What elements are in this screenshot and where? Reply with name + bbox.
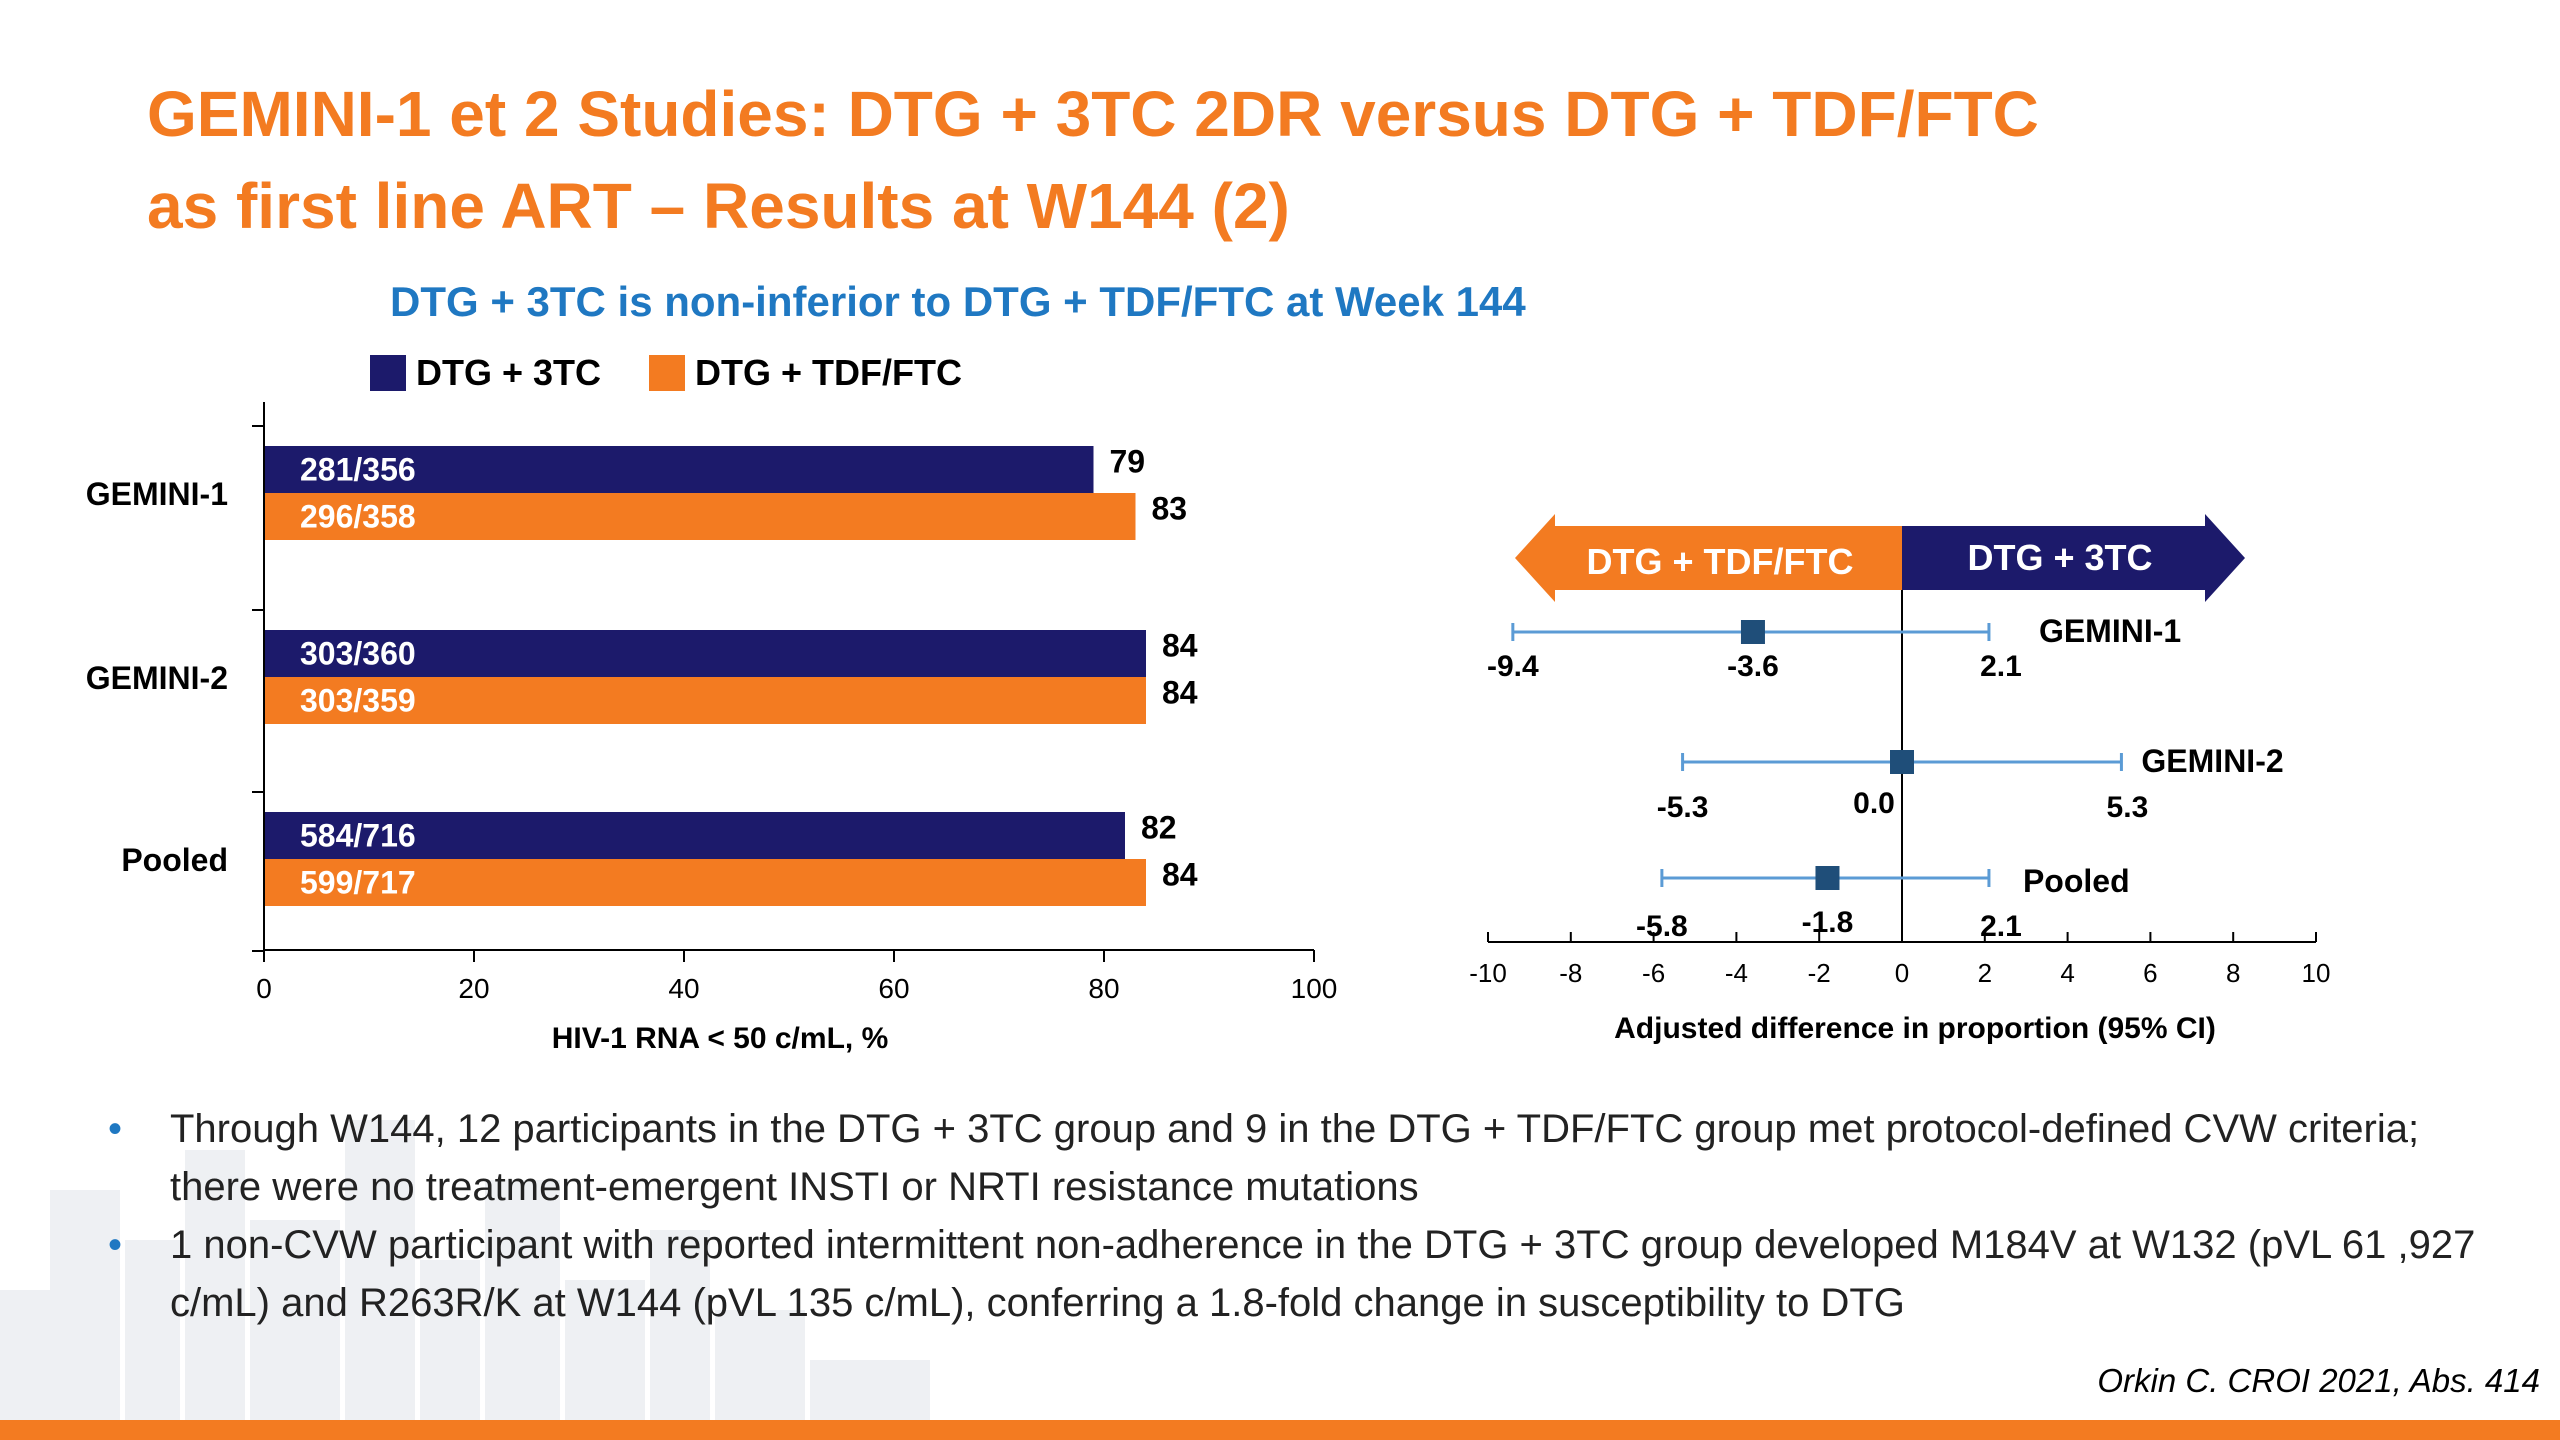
ci-lower-label: -5.8 [1636, 910, 1688, 943]
bar-value-label: 79 [1110, 444, 1146, 480]
estimate-label: 0.0 [1853, 787, 1895, 820]
x-tick-label: 0 [256, 973, 272, 1004]
bar [265, 859, 1146, 906]
x-tick-label: 100 [1291, 973, 1338, 1004]
study-label: GEMINI-2 [2141, 743, 2283, 779]
x-tick-label: 6 [2143, 958, 2157, 988]
estimate-label: -1.8 [1802, 906, 1854, 939]
category-label: GEMINI-1 [86, 476, 228, 512]
bar [265, 630, 1146, 677]
x-tick-label: 4 [2060, 958, 2074, 988]
title-line-2: as first line ART – Results at W144 (2) [147, 170, 1290, 242]
bar-value-label: 84 [1162, 675, 1198, 711]
bar-inner-label: 303/359 [300, 683, 416, 719]
ci-lower-label: -5.3 [1657, 791, 1709, 824]
favors-left-label: DTG + TDF/FTC [1587, 541, 1854, 582]
estimate-label: -3.6 [1727, 650, 1779, 683]
bar-value-label: 83 [1152, 491, 1188, 527]
ci-upper-label: 2.1 [1980, 910, 2022, 943]
bar-inner-label: 281/356 [300, 452, 416, 488]
ci-upper-label: 2.1 [1980, 650, 2022, 683]
x-tick-label: 2 [1978, 958, 1992, 988]
title-line-1: GEMINI-1 et 2 Studies: DTG + 3TC 2DR ver… [147, 78, 2039, 150]
favors-right-label: DTG + 3TC [1967, 537, 2152, 578]
bar-chart: 0 20 40 60 80 100 GEMINI-1 281/356 79 296/358 83 GE… [86, 402, 1338, 1055]
x-tick-label: -6 [1642, 958, 1665, 988]
bottom-accent-band [0, 1420, 2560, 1440]
bar-inner-label: 584/716 [300, 818, 416, 854]
bar [265, 446, 1094, 493]
legend-item-dtg-tdf-ftc: DTG + TDF/FTC [649, 352, 962, 394]
x-tick-label: 20 [458, 973, 489, 1004]
x-tick-label: -2 [1808, 958, 1831, 988]
ci-upper-label: 5.3 [2107, 791, 2149, 824]
bullet-marker: • [108, 1107, 123, 1151]
bar-value-label: 84 [1162, 628, 1198, 664]
study-label: GEMINI-1 [2039, 613, 2181, 649]
favors-left-arrow [1555, 526, 1902, 590]
x-tick-label: -4 [1725, 958, 1748, 988]
chart-subtitle: DTG + 3TC is non-inferior to DTG + TDF/F… [390, 278, 1526, 325]
skyline-watermark [0, 1120, 930, 1440]
slide-title: GEMINI-1 et 2 Studies: DTG + 3TC 2DR ver… [147, 68, 2039, 252]
point-estimate-marker [1890, 750, 1914, 774]
legend-swatch-navy [370, 355, 406, 391]
bar [265, 493, 1136, 540]
bar-value-label: 82 [1141, 810, 1177, 846]
x-tick-label: 8 [2226, 958, 2240, 988]
legend-label: DTG + TDF/FTC [695, 352, 963, 393]
bullet-item: • Through W144, 12 participants in the D… [100, 1100, 2520, 1216]
bullet-marker: • [108, 1223, 123, 1267]
bullet-text: Through W144, 12 participants in the DTG… [170, 1107, 2420, 1209]
category-label: GEMINI-2 [86, 660, 228, 696]
favors-right-arrow [1902, 526, 2205, 590]
favors-right-arrowhead [2205, 514, 2245, 602]
legend-label: DTG + 3TC [416, 352, 602, 393]
bullet-text: 1 non-CVW participant with reported inte… [170, 1223, 2476, 1325]
study-label: Pooled [2023, 863, 2130, 899]
x-axis-title: Adjusted difference in proportion (95% C… [1614, 1012, 2216, 1045]
bullet-item: • 1 non-CVW participant with reported in… [100, 1216, 2520, 1332]
bar-inner-label: 303/360 [300, 636, 416, 672]
bar-legend: DTG + 3TC DTG + TDF/FTC [370, 352, 1010, 394]
forest-plot: DTG + TDF/FTC DTG + 3TC GEMINI-1 -9.4 -3.6 2.… [1469, 514, 2331, 1045]
ci-lower-label: -9.4 [1487, 650, 1539, 683]
bar-inner-label: 599/717 [300, 865, 416, 901]
x-tick-label: 40 [668, 973, 699, 1004]
point-estimate-marker [1740, 620, 1765, 644]
favors-left-arrowhead [1515, 514, 1555, 602]
bar-inner-label: 296/358 [300, 499, 416, 535]
legend-swatch-orange [649, 355, 686, 391]
x-tick-label: 10 [2302, 958, 2331, 988]
x-tick-label: -10 [1469, 958, 1507, 988]
bar [265, 812, 1125, 859]
point-estimate-marker [1815, 866, 1840, 890]
x-tick-label: -8 [1559, 958, 1582, 988]
x-axis-title: HIV-1 RNA < 50 c/mL, % [552, 1022, 889, 1055]
legend-item-dtg-3tc: DTG + 3TC [370, 352, 601, 394]
x-tick-label: 80 [1088, 973, 1119, 1004]
category-label: Pooled [121, 842, 228, 878]
x-tick-label: 60 [878, 973, 909, 1004]
bar-value-label: 84 [1162, 857, 1198, 893]
bar [265, 677, 1146, 724]
bullet-list: • Through W144, 12 participants in the D… [100, 1100, 2520, 1332]
citation: Orkin C. CROI 2021, Abs. 414 [2097, 1362, 2540, 1399]
x-tick-label: 0 [1895, 958, 1909, 988]
